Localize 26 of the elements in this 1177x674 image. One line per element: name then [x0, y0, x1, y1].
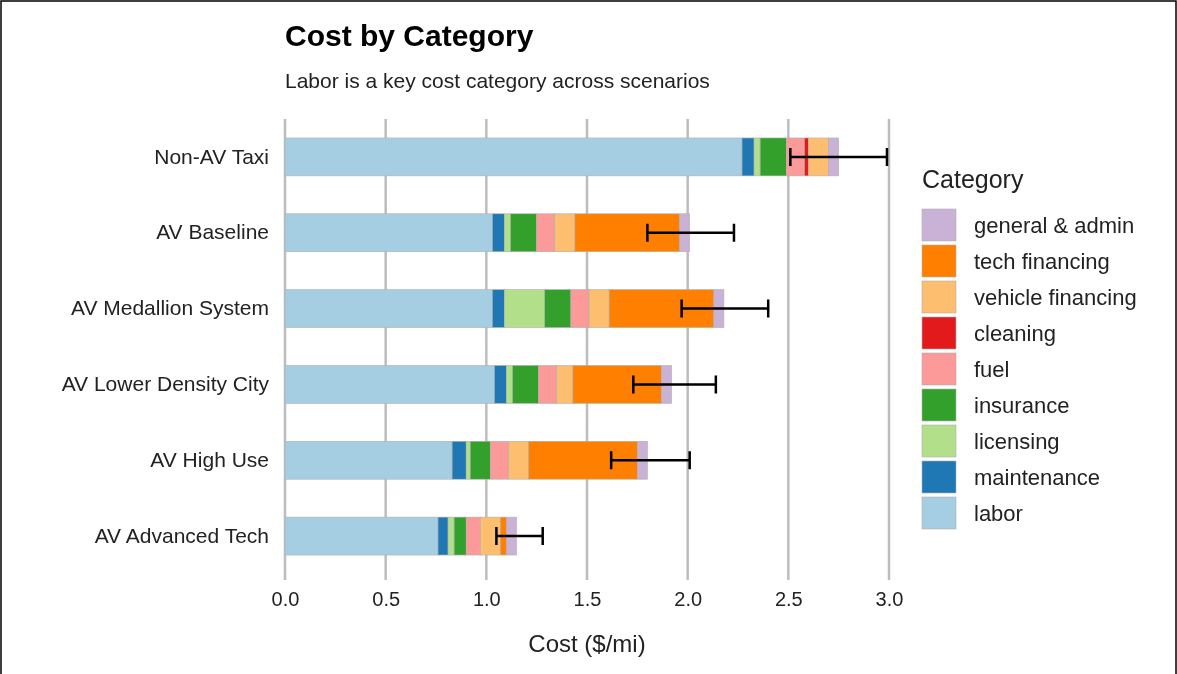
x-tick-label: 2.0 — [674, 588, 703, 611]
legend-label: insurance — [974, 393, 1070, 418]
legend-label: tech financing — [974, 249, 1110, 274]
x-tick-label: 1.0 — [472, 588, 501, 611]
legend-label: maintenance — [974, 465, 1100, 490]
y-tick-label: AV Advanced Tech — [94, 523, 269, 547]
legend-title: Category — [922, 165, 1024, 193]
x-tick-label: 1.5 — [573, 588, 602, 611]
y-tick-label: AV Medallion System — [70, 296, 269, 320]
y-tick-label: AV Lower Density City — [61, 372, 270, 396]
legend-label: fuel — [974, 357, 1010, 382]
x-tick-label: 3.0 — [875, 588, 904, 611]
chart-title: Cost by Category — [285, 19, 534, 52]
legend-label: cleaning — [974, 321, 1056, 346]
legend-label: vehicle financing — [974, 285, 1137, 310]
y-tick-label: AV High Use — [150, 447, 269, 471]
chart-subtitle: Labor is a key cost category across scenarios — [285, 69, 710, 92]
legend-label: labor — [974, 501, 1023, 526]
y-tick-label: AV Baseline — [156, 220, 269, 244]
x-axis-title: Cost ($/mi) — [528, 630, 646, 657]
legend-label: general & admin — [974, 213, 1135, 238]
y-tick-label: Non-AV Taxi — [154, 144, 269, 168]
x-tick-label: 0.5 — [372, 588, 401, 611]
x-tick-label: 0.0 — [271, 588, 300, 611]
legend-label: licensing — [974, 429, 1060, 454]
x-tick-label: 2.5 — [774, 588, 803, 611]
